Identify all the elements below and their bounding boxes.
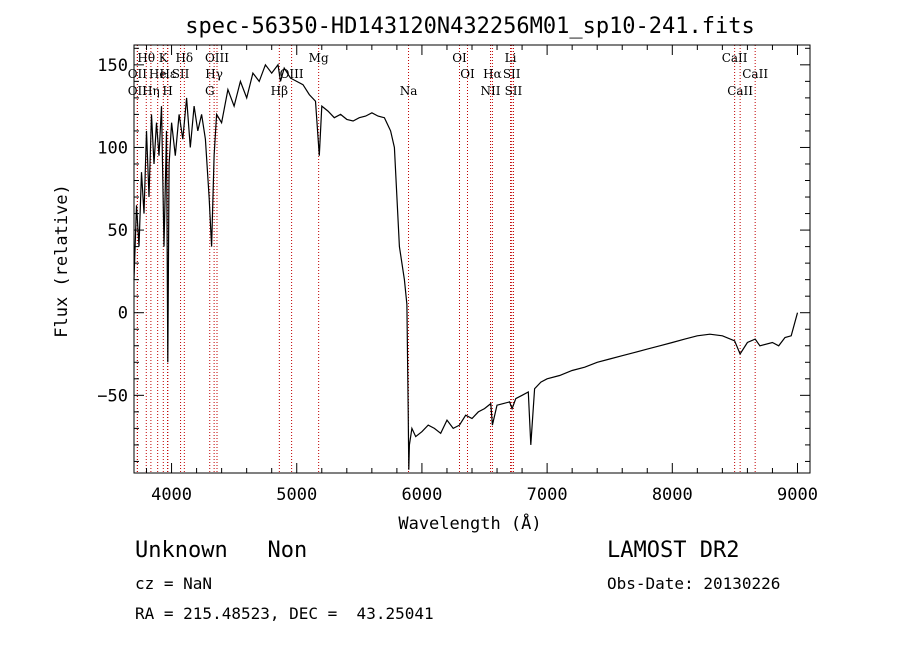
line-marker-label: Hη — [142, 84, 160, 98]
y-axis-ticks: −50 0 50 100 150 — [97, 47, 810, 462]
line-marker-label: SII — [503, 67, 521, 81]
y-tick-label: 100 — [97, 138, 128, 158]
classification-label: Unknown Non — [135, 538, 308, 563]
obs-date-label: Obs-Date: 20130226 — [607, 574, 781, 593]
spectrum-line — [133, 63, 799, 470]
line-marker-label: Mg — [309, 51, 329, 65]
line-marker-label: Hγ — [205, 67, 223, 81]
y-tick-label: −50 — [97, 386, 128, 406]
redshift-label: cz = NaN — [135, 574, 213, 593]
line-marker-label: OII — [128, 67, 148, 81]
line-marker-label: Hδ — [175, 51, 193, 65]
line-marker-label: OII — [128, 84, 148, 98]
x-tick-label: 7000 — [527, 485, 568, 505]
line-marker-label: Li — [505, 51, 517, 65]
line-marker-label: Hβ — [271, 84, 288, 98]
line-marker-label: SII — [172, 67, 190, 81]
spectrum-data — [133, 63, 799, 470]
line-marker-label: Hθ — [137, 51, 155, 65]
line-marker-label: He — [149, 67, 167, 81]
y-tick-label: 150 — [97, 56, 128, 76]
line-marker-label: CaII — [727, 84, 753, 98]
line-marker-label: OIII — [205, 51, 229, 65]
x-axis-ticks: 4000 5000 6000 7000 8000 9000 — [146, 45, 818, 505]
line-marker-label: NII — [481, 84, 501, 98]
x-axis-label: Wavelength (Å) — [398, 512, 541, 534]
y-tick-label: 0 — [118, 304, 128, 324]
line-marker-label: K — [159, 51, 169, 65]
x-tick-label: 5000 — [276, 485, 317, 505]
y-axis-label: Flux (relative) — [52, 184, 72, 338]
chart-title: spec-56350-HD143120N432256M01_sp10-241.f… — [185, 14, 755, 39]
x-tick-label: 9000 — [777, 485, 818, 505]
y-tick-label: 50 — [108, 221, 128, 241]
line-marker-label: OI — [452, 51, 467, 65]
x-tick-label: 8000 — [652, 485, 693, 505]
line-marker-label: H — [162, 84, 172, 98]
coordinates-label: RA = 215.48523, DEC = 43.25041 — [135, 604, 434, 623]
line-marker-label: Hε — [159, 67, 176, 81]
survey-label: LAMOST DR2 — [607, 538, 740, 563]
plot-frame — [133, 44, 811, 474]
line-marker-label: OI — [460, 67, 475, 81]
line-marker-label: Na — [400, 84, 418, 98]
line-marker-label: G — [205, 84, 215, 98]
line-marker-label: Hα — [483, 67, 502, 81]
x-tick-label: 6000 — [401, 485, 442, 505]
line-marker-label: CaII — [742, 67, 768, 81]
line-marker-label: CaII — [722, 51, 748, 65]
x-tick-label: 4000 — [151, 485, 192, 505]
line-markers — [136, 45, 756, 473]
line-marker-label: SII — [505, 84, 523, 98]
